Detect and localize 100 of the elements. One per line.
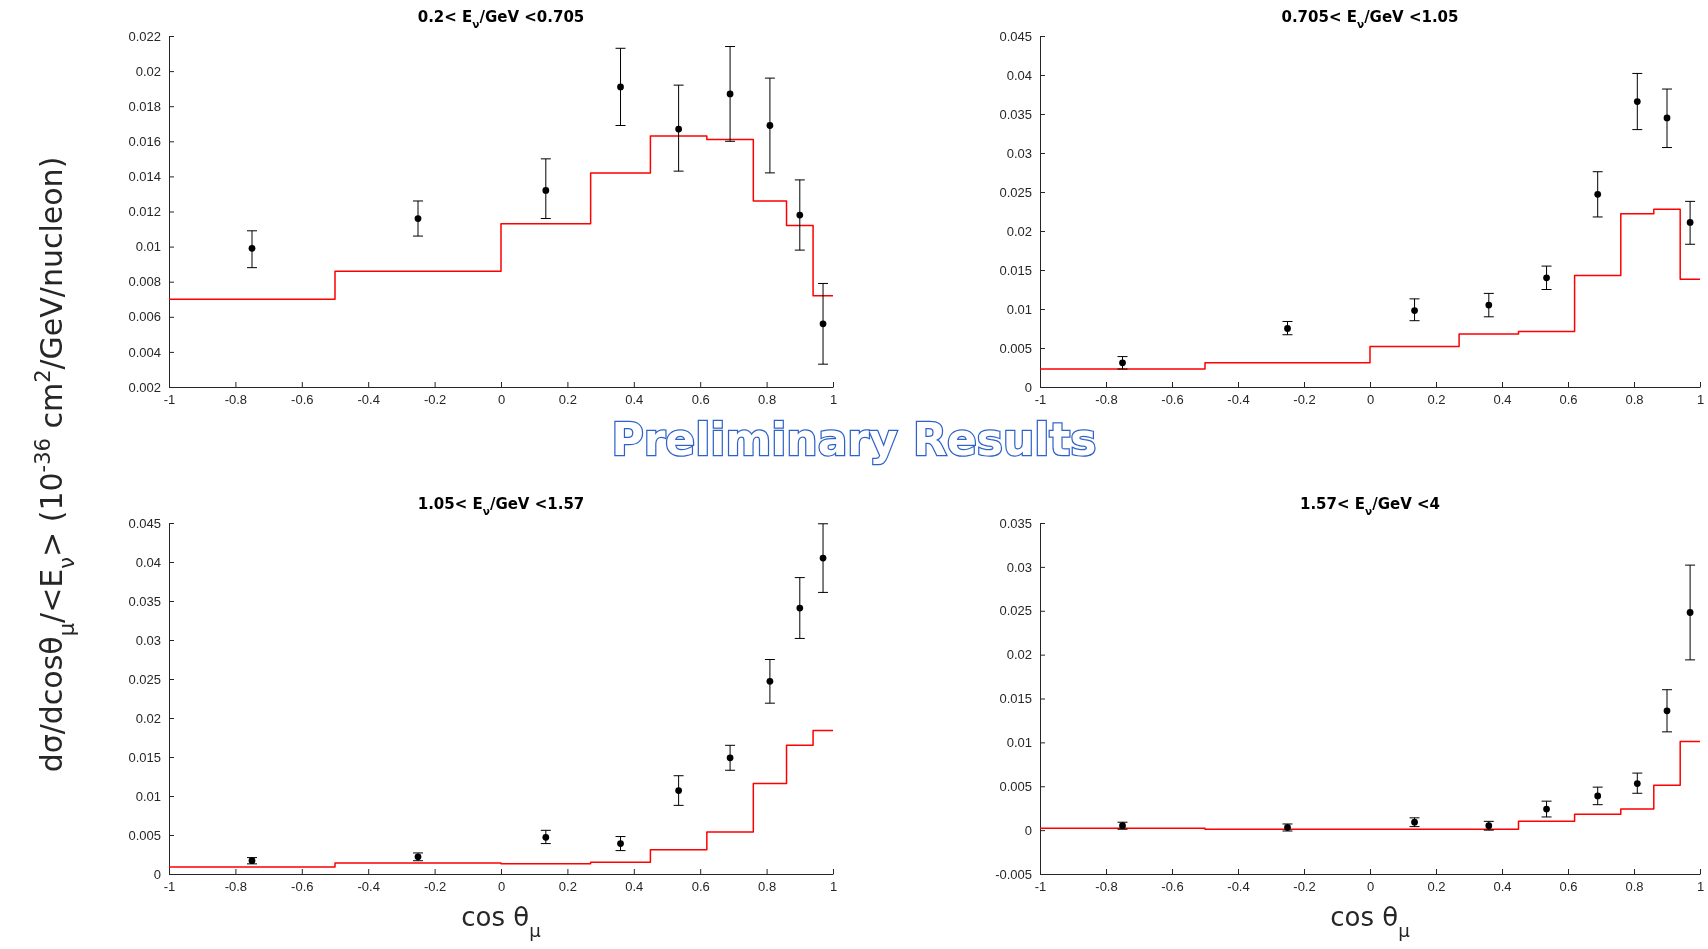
point <box>1284 325 1291 332</box>
x-axis-title: cos θ$_{μ}$ <box>1330 902 1411 941</box>
point <box>726 754 734 762</box>
y-tick-label: 0.03 <box>135 632 161 648</box>
point <box>1633 98 1641 105</box>
x-tick-label: -1 <box>1034 879 1047 895</box>
point <box>1543 805 1550 813</box>
x-tick-label: -0.4 <box>357 392 380 408</box>
y-tick-label: 0.015 <box>999 262 1032 278</box>
x-tick-label: 0.6 <box>691 392 710 408</box>
point <box>1411 307 1418 314</box>
x-tick-label: 0 <box>1366 392 1375 408</box>
point <box>1686 609 1694 616</box>
x-tick-label: 0.4 <box>1493 392 1512 408</box>
x-tick-label: -0.8 <box>224 392 248 408</box>
x-tick-label: -0.8 <box>1095 879 1118 895</box>
y-tick-label: 0 <box>1024 822 1032 838</box>
y-tick-label: 0.005 <box>999 778 1032 794</box>
y-tick-label: 0.015 <box>128 749 161 765</box>
point <box>542 833 550 841</box>
y-tick-label: 0.01 <box>1006 735 1032 751</box>
y-tick-label: 0.025 <box>999 603 1032 619</box>
x-tick-label: 1 <box>1696 392 1705 408</box>
x-tick-label: -1 <box>163 879 176 895</box>
y-tick-label: 0.015 <box>999 691 1032 707</box>
point <box>248 244 256 252</box>
y-tick-label: 0.02 <box>135 710 161 726</box>
point <box>1663 707 1671 715</box>
x-tick-label: -0.8 <box>1095 392 1118 408</box>
chart-title: 1.57< E$_{ν}$/GeV <4 <box>1299 495 1441 517</box>
x-tick-label: 0 <box>497 879 506 895</box>
y-tick-label: 0 <box>153 866 161 882</box>
x-tick-label: -1 <box>1034 392 1047 408</box>
x-tick-label: 0.6 <box>1559 392 1578 408</box>
y-tick-label: 0.01 <box>135 788 161 804</box>
y-tick-label: 0.04 <box>1006 67 1032 83</box>
point <box>726 90 734 98</box>
y-tick-label: 0.025 <box>999 184 1032 200</box>
x-tick-label: -0.4 <box>1227 392 1250 408</box>
point <box>1633 780 1641 787</box>
x-tick-label: -0.2 <box>1293 392 1316 408</box>
y-tick-label: 0.03 <box>1006 145 1032 161</box>
point <box>766 122 774 129</box>
point <box>675 787 682 794</box>
x-tick-label: 0.6 <box>1559 879 1578 895</box>
x-tick-label: -0.8 <box>224 879 248 895</box>
y-tick-label: 0.02 <box>1006 647 1032 663</box>
y-tick-label: 0.02 <box>135 63 161 79</box>
chart-title: 0.705< E$_{ν}$/GeV <1.05 <box>1281 8 1459 30</box>
x-tick-label: -0.4 <box>1227 879 1250 895</box>
point <box>1594 792 1602 800</box>
point <box>796 211 804 219</box>
x-tick-label: 0.8 <box>758 392 777 408</box>
x-tick-label: 0.8 <box>758 879 777 895</box>
x-tick-label: -0.6 <box>291 879 314 895</box>
y-tick-label: 0.014 <box>128 169 161 185</box>
x-tick-label: 0.6 <box>691 879 710 895</box>
y-tick-label: 0.01 <box>135 239 161 255</box>
x-tick-label: 0 <box>497 392 506 408</box>
x-tick-label: 1 <box>829 392 838 408</box>
x-tick-label: 0.8 <box>1625 879 1644 895</box>
y-tick-label: 0 <box>1024 379 1032 395</box>
x-tick-label: 1 <box>1696 879 1705 895</box>
x-axis-title: cos θ$_{μ}$ <box>461 902 542 941</box>
point <box>796 604 804 612</box>
y-tick-label: 0.02 <box>1006 223 1032 239</box>
y-tick-label: 0.04 <box>135 554 161 570</box>
x-tick-label: -0.2 <box>1293 879 1316 895</box>
y-tick-label: 0.01 <box>1006 301 1032 317</box>
x-tick-label: 0.4 <box>625 392 644 408</box>
y-tick-label: 0.045 <box>999 28 1032 44</box>
y-tick-label: -0.005 <box>995 866 1032 882</box>
x-tick-label: 0.8 <box>1625 392 1644 408</box>
y-tick-label: 0.002 <box>128 379 161 395</box>
y-tick-label: 0.018 <box>128 98 161 114</box>
point <box>1485 301 1493 309</box>
x-tick-label: 0.4 <box>625 879 644 895</box>
x-tick-label: -1 <box>163 392 176 408</box>
y-tick-label: 0.025 <box>128 671 161 687</box>
y-tick-label: 0.016 <box>128 133 161 149</box>
x-tick-label: 0.2 <box>558 879 577 895</box>
y-tick-label: 0.035 <box>128 593 161 609</box>
point <box>414 215 422 222</box>
point <box>617 840 624 847</box>
x-tick-label: -0.6 <box>1161 879 1184 895</box>
x-tick-label: -0.4 <box>357 879 380 895</box>
point <box>766 677 774 685</box>
x-tick-label: -0.2 <box>423 392 447 408</box>
text: Preliminary Results <box>611 414 1097 465</box>
y-tick-label: 0.012 <box>128 204 161 220</box>
y-tick-label: 0.008 <box>128 274 161 290</box>
y-tick-label: 0.005 <box>128 827 161 843</box>
point <box>675 125 682 133</box>
y-tick-label: 0.035 <box>999 106 1032 122</box>
x-tick-label: 1 <box>829 879 838 895</box>
chart-title: 1.05< E$_{ν}$/GeV <1.57 <box>417 495 585 517</box>
x-tick-label: 0.4 <box>1493 879 1512 895</box>
point <box>1594 190 1602 198</box>
point <box>617 83 624 91</box>
y-tick-label: 0.045 <box>128 515 161 531</box>
